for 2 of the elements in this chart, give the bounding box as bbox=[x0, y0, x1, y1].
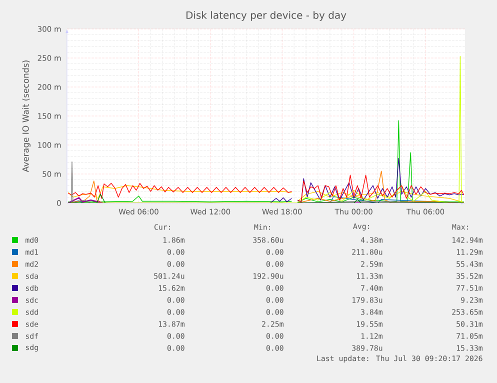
y-axis-title: Average IO Wait (seconds) bbox=[22, 60, 30, 172]
chart-title: Disk latency per device - by day bbox=[186, 11, 346, 21]
